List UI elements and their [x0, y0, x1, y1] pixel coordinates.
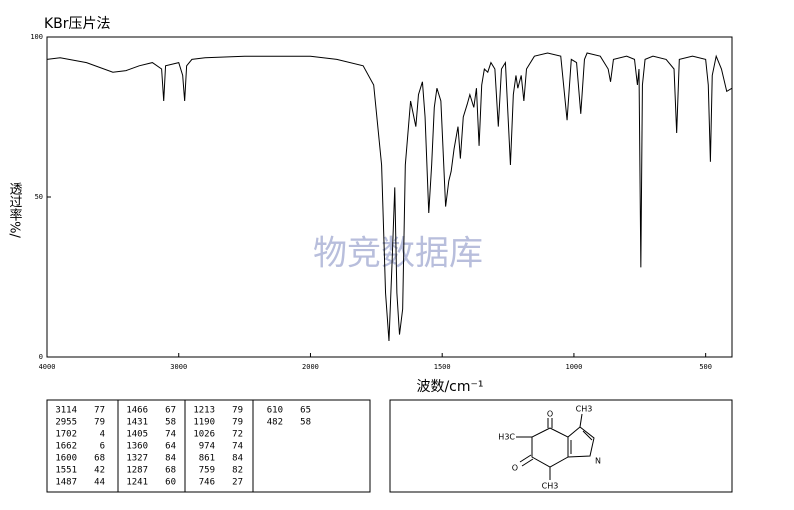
peak-wavenumber: 759	[199, 466, 215, 476]
peak-transmittance: 27	[232, 478, 243, 488]
peak-transmittance: 65	[300, 406, 311, 416]
peak-wavenumber: 1241	[126, 478, 148, 488]
y-tick-label: 0	[39, 353, 43, 361]
x-tick-label: 1500	[434, 363, 451, 371]
peak-wavenumber: 3114	[55, 406, 77, 416]
y-tick-label: 50	[35, 193, 43, 201]
atom-label: O	[547, 410, 553, 419]
peak-wavenumber: 1213	[193, 406, 215, 416]
peak-wavenumber: 1466	[126, 406, 148, 416]
peak-wavenumber: 1287	[126, 466, 148, 476]
peak-transmittance: 79	[94, 418, 105, 428]
peak-wavenumber: 610	[267, 406, 283, 416]
x-tick-label: 3000	[170, 363, 187, 371]
chart-title: KBr压片法	[44, 16, 111, 32]
peak-table-frame	[46, 399, 371, 493]
peak-wavenumber: 1405	[126, 430, 148, 440]
peak-wavenumber: 861	[199, 454, 215, 464]
peak-transmittance: 68	[94, 454, 105, 464]
y-tick-label: 100	[30, 33, 43, 41]
peak-transmittance: 79	[232, 406, 243, 416]
peak-wavenumber: 1431	[126, 418, 148, 428]
peak-wavenumber: 1360	[126, 442, 148, 452]
peak-transmittance: 68	[165, 466, 176, 476]
peak-wavenumber: 746	[199, 478, 215, 488]
atom-label: O	[512, 464, 518, 473]
peak-transmittance: 84	[165, 454, 176, 464]
x-tick-label: 4000	[39, 363, 56, 371]
peak-transmittance: 44	[94, 478, 105, 488]
peak-transmittance: 84	[232, 454, 243, 464]
x-tick-label: 500	[699, 363, 712, 371]
x-tick-label: 1000	[565, 363, 582, 371]
peak-transmittance: 72	[232, 430, 243, 440]
spectrum-line	[46, 52, 733, 342]
peak-wavenumber: 1702	[55, 430, 77, 440]
peak-wavenumber: 1026	[193, 430, 215, 440]
peak-transmittance: 64	[165, 442, 176, 452]
peak-transmittance: 74	[232, 442, 243, 452]
peak-transmittance: 82	[232, 466, 243, 476]
x-tick-label: 2000	[302, 363, 319, 371]
peak-transmittance: 60	[165, 478, 176, 488]
peak-wavenumber: 974	[199, 442, 215, 452]
atom-label: H3C	[498, 433, 515, 442]
peak-transmittance: 77	[94, 406, 105, 416]
peak-transmittance: 4	[100, 430, 105, 440]
peak-transmittance: 42	[94, 466, 105, 476]
x-axis-label: 波数/cm⁻¹	[416, 379, 483, 395]
peak-wavenumber: 1551	[55, 466, 77, 476]
structure-frame	[389, 399, 733, 493]
peak-transmittance: 6	[100, 442, 105, 452]
plot-frame	[46, 36, 733, 358]
peak-wavenumber: 2955	[55, 418, 77, 428]
peak-wavenumber: 1662	[55, 442, 77, 452]
peak-transmittance: 58	[165, 418, 176, 428]
peak-wavenumber: 1327	[126, 454, 148, 464]
peak-wavenumber: 1600	[55, 454, 77, 464]
peak-transmittance: 79	[232, 418, 243, 428]
watermark: 物竞数据库	[313, 234, 483, 274]
structure-bonds	[516, 413, 595, 480]
peak-transmittance: 58	[300, 418, 311, 428]
peak-wavenumber: 1190	[193, 418, 215, 428]
peak-transmittance: 74	[165, 430, 176, 440]
peak-transmittance: 67	[165, 406, 176, 416]
y-axis-label: 透过率%/	[7, 182, 23, 238]
atom-label: CH3	[542, 482, 559, 491]
atom-label: CH3	[576, 405, 593, 414]
peak-wavenumber: 482	[267, 418, 283, 428]
peak-wavenumber: 1487	[55, 478, 77, 488]
atom-label: N	[595, 457, 601, 466]
